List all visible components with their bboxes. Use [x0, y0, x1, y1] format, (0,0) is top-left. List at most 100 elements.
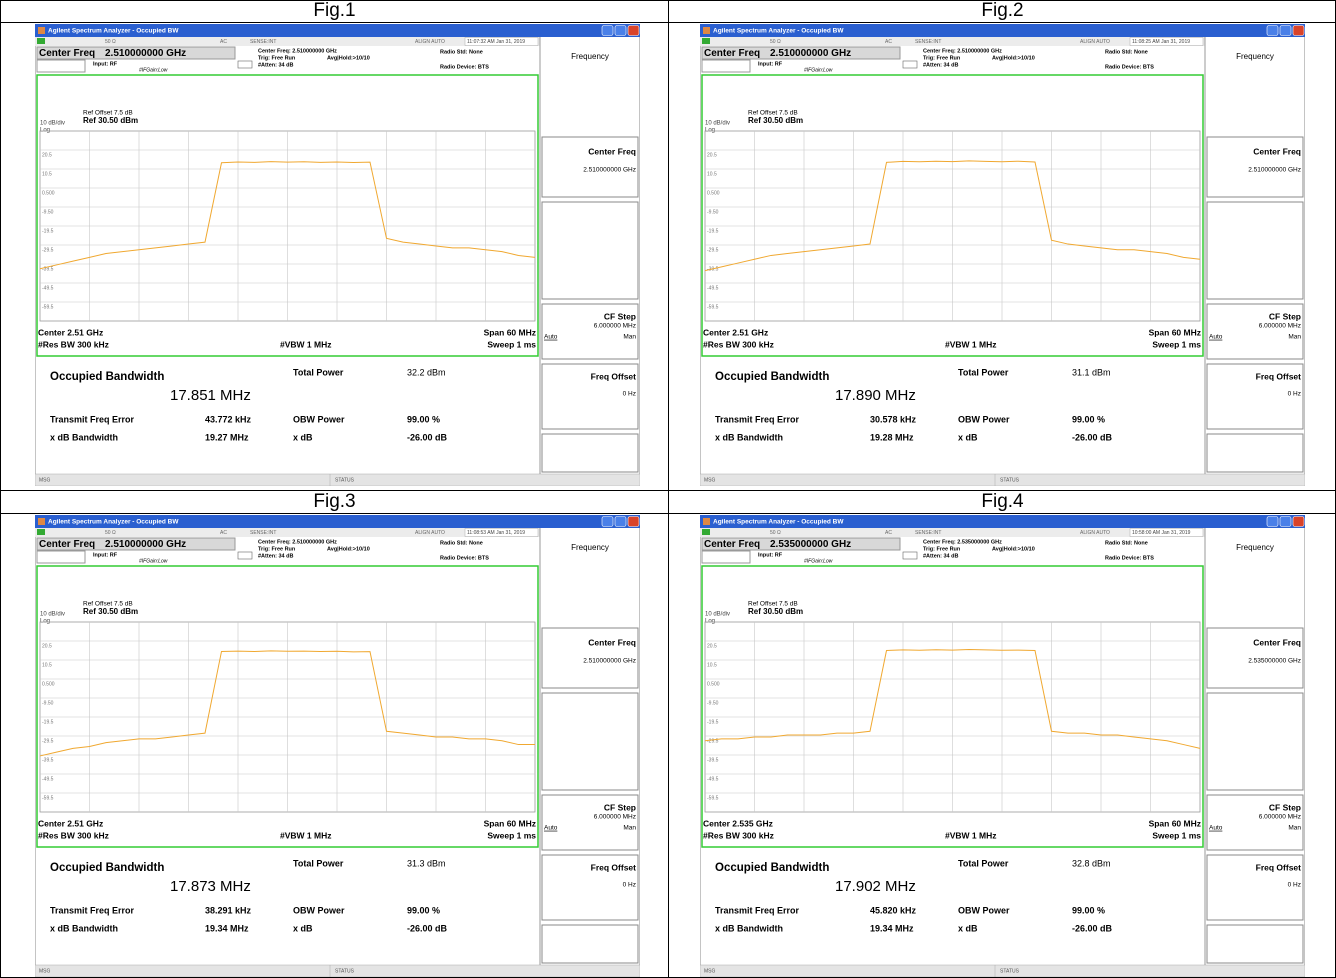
- figure-label: Fig.2: [981, 0, 1024, 21]
- y-tick-label: -19.5: [707, 719, 719, 725]
- vbw: #VBW 1 MHz: [945, 339, 996, 349]
- status: STATUS: [335, 968, 355, 974]
- center-label: Center 2.51 GHz: [38, 818, 103, 828]
- xdb-label: x dB: [958, 432, 978, 442]
- center-freq-setting: Center Freq: 2.510000000 GHz: [923, 48, 1002, 54]
- y-tick-label: -19.5: [42, 719, 54, 725]
- figure-label: Fig.4: [981, 491, 1024, 512]
- window-title: Agilent Spectrum Analyzer - Occupied BW: [48, 519, 179, 526]
- xdb-bw-value: 19.27 MHz: [205, 432, 249, 442]
- softkey-label: Freq Offset: [1256, 371, 1302, 381]
- timestamp-box: [1129, 528, 1204, 537]
- y-tick-label: -49.5: [42, 285, 54, 291]
- softkey[interactable]: [541, 303, 639, 360]
- softkey[interactable]: [1206, 433, 1304, 473]
- msg: MSG: [704, 477, 716, 483]
- lxi-icon: [702, 529, 710, 535]
- log: Log: [705, 619, 715, 625]
- msg: MSG: [704, 968, 716, 974]
- softkey-label: Freq Offset: [591, 371, 637, 381]
- vbw: #VBW 1 MHz: [945, 830, 996, 840]
- status-item: ALIGN AUTO: [415, 39, 445, 45]
- message-bar: [700, 964, 1305, 977]
- radio-std: Radio Std: None: [1105, 540, 1148, 546]
- softkey-option: Man: [623, 334, 636, 341]
- ref-level: Ref 30.50 dBm: [83, 607, 138, 616]
- if-gain: #IFGain:Low: [804, 67, 833, 73]
- title-bar: [35, 24, 640, 37]
- window-button: [1266, 516, 1279, 527]
- softkey[interactable]: [541, 627, 639, 689]
- softkey[interactable]: [1206, 924, 1304, 964]
- softkey[interactable]: [1206, 303, 1304, 360]
- total-power-value: 32.2 dBm: [407, 367, 446, 377]
- center-freq-label: Center Freq: [704, 539, 760, 550]
- obw-power-label: OBW Power: [293, 414, 345, 424]
- softkey[interactable]: [541, 433, 639, 473]
- timestamp-box: [1129, 37, 1204, 46]
- obw-power-value: 99.00 %: [1072, 414, 1105, 424]
- softkey[interactable]: [541, 924, 639, 964]
- softkey[interactable]: [541, 854, 639, 921]
- figure-label: Fig.1: [313, 0, 356, 21]
- obw-power-value: 99.00 %: [407, 414, 440, 424]
- window-button: [1279, 516, 1292, 527]
- window-button: [1292, 25, 1305, 36]
- log: Log: [40, 128, 50, 134]
- center-freq-value: 2.535000000 GHz: [770, 539, 851, 550]
- window-button: [614, 25, 627, 36]
- softkey-label: Center Freq: [588, 637, 636, 647]
- res-bw: #Res BW 300 kHz: [38, 830, 109, 840]
- y-tick-label: -9.50: [707, 700, 719, 706]
- center-freq-box: [36, 46, 236, 60]
- softkey[interactable]: [1206, 201, 1304, 300]
- softkey[interactable]: [1206, 363, 1304, 430]
- softkey[interactable]: [541, 692, 639, 791]
- window-button: [614, 516, 627, 527]
- freq-error-label: Transmit Freq Error: [715, 905, 800, 915]
- softkey-menu: Frequency: [1236, 543, 1274, 552]
- scale: 10 dB/div: [40, 612, 65, 618]
- radio-std: Radio Std: None: [440, 540, 483, 546]
- softkey[interactable]: [541, 794, 639, 851]
- timestamp: 11:08:53 AM Jan 31, 2019: [467, 530, 525, 536]
- softkey[interactable]: [541, 201, 639, 300]
- center-freq-setting: Center Freq: 2.535000000 GHz: [923, 539, 1002, 545]
- softkey-value: 2.510000000 GHz: [583, 167, 636, 174]
- softkey[interactable]: [541, 136, 639, 198]
- softkey[interactable]: [1206, 692, 1304, 791]
- status-item: ALIGN AUTO: [1080, 530, 1110, 536]
- window-button: [1266, 25, 1279, 36]
- trigger: Trig: Free Run: [258, 55, 296, 61]
- xdb-value: -26.00 dB: [407, 432, 448, 442]
- softkey[interactable]: [541, 363, 639, 430]
- y-tick-label: 0.500: [707, 681, 720, 687]
- analyzer-screenshot: Agilent Spectrum Analyzer - Occupied BW 5…: [700, 515, 1305, 977]
- trigger-icon: [902, 551, 918, 560]
- status: STATUS: [335, 477, 355, 483]
- freq-error-value: 43.772 kHz: [205, 414, 252, 424]
- total-power-value: 31.3 dBm: [407, 858, 446, 868]
- lxi-icon: [702, 38, 710, 44]
- y-tick-label: -29.5: [707, 247, 719, 253]
- obw-power-value: 99.00 %: [407, 905, 440, 915]
- span: Span 60 MHz: [484, 818, 536, 828]
- freq-error-value: 30.578 kHz: [870, 414, 917, 424]
- softkey[interactable]: [1206, 627, 1304, 689]
- softkey[interactable]: [1206, 854, 1304, 921]
- entry-box: [701, 59, 751, 73]
- total-power-value: 31.1 dBm: [1072, 367, 1111, 377]
- trigger: Trig: Free Run: [923, 55, 961, 61]
- xdb-value: -26.00 dB: [1072, 432, 1113, 442]
- y-tick-label: -29.5: [707, 738, 719, 744]
- trace: [39, 650, 535, 757]
- analyzer-screenshot: Agilent Spectrum Analyzer - Occupied BW 5…: [700, 24, 1305, 486]
- y-tick-label: -59.5: [707, 795, 719, 801]
- softkey-value: 0 Hz: [1288, 882, 1301, 889]
- window-title: Agilent Spectrum Analyzer - Occupied BW: [713, 28, 844, 35]
- center-freq-box: [36, 537, 236, 551]
- softkey[interactable]: [1206, 794, 1304, 851]
- entry-box: [36, 550, 86, 564]
- softkey[interactable]: [1206, 136, 1304, 198]
- y-tick-label: -9.50: [707, 209, 719, 215]
